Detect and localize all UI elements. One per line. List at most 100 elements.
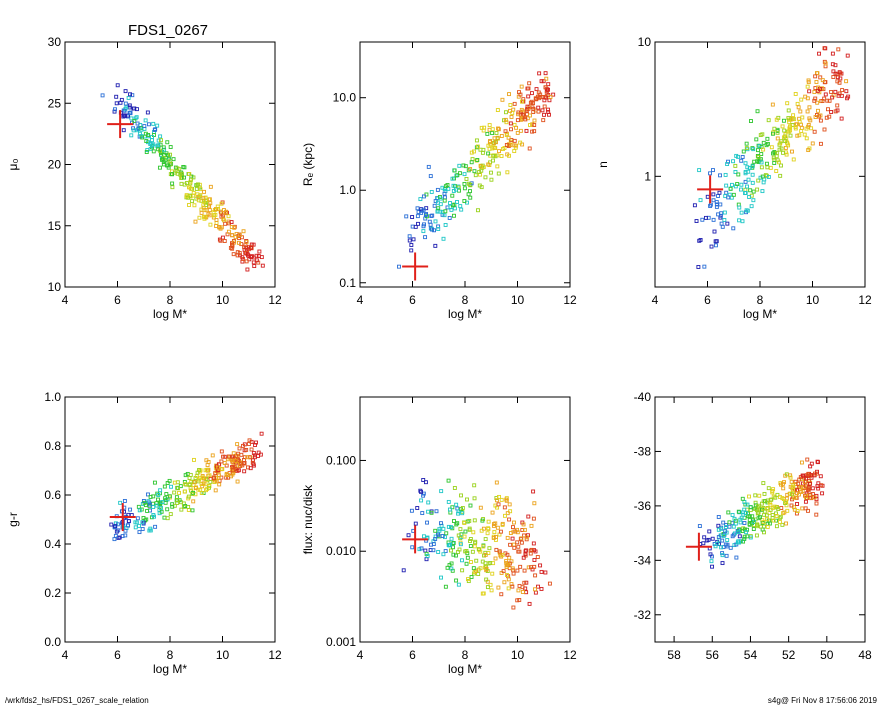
data-point (796, 484, 801, 489)
data-point (457, 188, 461, 193)
data-point (498, 529, 503, 534)
data-point (793, 91, 798, 96)
data-point (465, 497, 469, 502)
data-point (421, 229, 426, 234)
data-point (767, 521, 772, 526)
data-point (724, 525, 728, 529)
data-point (838, 76, 843, 81)
data-point (187, 482, 192, 487)
data-point (814, 512, 819, 517)
data-point (244, 239, 249, 244)
data-point (546, 82, 551, 87)
data-point (731, 159, 736, 164)
y-tick-label: 1 (644, 169, 651, 183)
data-point (496, 127, 501, 132)
data-point (769, 497, 774, 502)
data-point (719, 526, 724, 531)
data-point (416, 221, 420, 226)
data-point (820, 86, 825, 91)
data-point (203, 482, 208, 487)
data-point (463, 529, 468, 534)
data-point (802, 132, 807, 137)
data-point (443, 549, 448, 554)
data-point (446, 524, 451, 529)
data-point (800, 115, 805, 120)
data-point (783, 145, 788, 150)
data-point (764, 143, 769, 148)
data-point (713, 239, 718, 244)
data-point (490, 131, 495, 136)
data-point (484, 564, 489, 569)
data-point (728, 545, 733, 550)
data-point (737, 218, 742, 223)
data-point (121, 128, 126, 133)
data-point (804, 126, 809, 131)
data-point (187, 185, 191, 190)
data-point (747, 521, 752, 526)
data-point (139, 127, 144, 132)
data-point (158, 488, 163, 493)
data-point (747, 195, 752, 199)
data-point (462, 534, 467, 539)
data-point (468, 537, 473, 541)
data-point (447, 507, 452, 512)
data-point (495, 525, 500, 530)
data-point (172, 490, 177, 495)
data-point (752, 159, 757, 164)
data-point (458, 527, 463, 532)
data-point (486, 162, 491, 167)
y-axis-label: μ₀ (6, 159, 20, 171)
x-tick-label: 4 (62, 648, 69, 662)
data-point (424, 557, 429, 562)
x-axis-label: log M* (153, 662, 187, 676)
data-point (157, 165, 162, 170)
data-point (792, 117, 797, 122)
data-point (421, 194, 426, 199)
data-point (527, 146, 532, 151)
data-point (223, 221, 228, 226)
data-point (724, 190, 729, 195)
data-point (462, 172, 467, 177)
data-point (140, 135, 145, 140)
data-point (510, 566, 515, 571)
data-point (170, 185, 175, 190)
data-point (146, 122, 151, 127)
data-point (473, 173, 478, 178)
data-point (494, 535, 498, 539)
data-point (775, 158, 780, 163)
data-point (113, 107, 117, 112)
data-point (183, 504, 188, 508)
data-point (200, 475, 205, 480)
data-point (748, 535, 753, 540)
data-point (751, 147, 756, 152)
data-point (190, 491, 195, 496)
x-tick-label: 8 (167, 648, 174, 662)
data-point (761, 520, 766, 525)
data-point (137, 131, 142, 136)
data-point (750, 172, 755, 177)
data-point (416, 210, 421, 215)
data-point (760, 189, 765, 194)
data-point (716, 535, 721, 540)
data-point (790, 487, 795, 492)
data-point (508, 121, 513, 126)
data-point (247, 438, 252, 443)
data-point (816, 108, 820, 113)
data-point (417, 547, 422, 552)
data-point (156, 143, 161, 148)
data-point (154, 503, 159, 508)
data-point (533, 549, 538, 554)
data-point (745, 184, 749, 189)
data-point (236, 451, 241, 456)
data-point (247, 455, 252, 460)
data-point (742, 536, 747, 541)
data-point (775, 492, 780, 497)
data-point (799, 460, 804, 465)
data-point (433, 537, 438, 541)
data-point (451, 203, 455, 208)
data-point (531, 541, 536, 546)
data-point (237, 250, 242, 255)
data-point (730, 534, 735, 539)
data-point (529, 523, 534, 528)
